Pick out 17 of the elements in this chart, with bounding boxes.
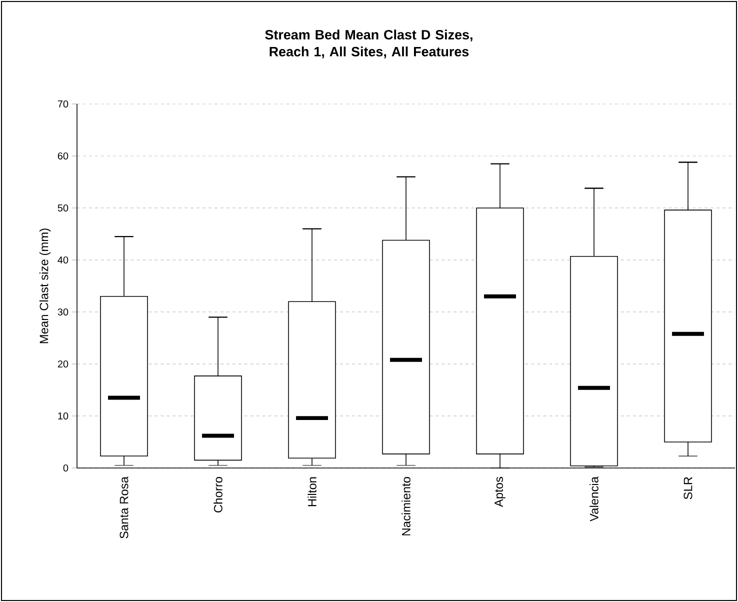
x-tick-label: Valencia: [590, 476, 598, 522]
y-tick-label: 0: [63, 464, 68, 472]
y-tick-label: 40: [58, 256, 68, 264]
y-tick-label: 50: [58, 204, 68, 212]
x-tick-label: SLR: [684, 477, 692, 500]
y-tick-label: 10: [58, 412, 68, 420]
y-tick-label: 70: [58, 100, 68, 108]
x-tick-label: Santa Rosa: [120, 476, 128, 538]
y-tick-label: 30: [58, 308, 68, 316]
y-tick-label: 60: [58, 152, 68, 160]
x-tick-label: Nacimiento: [402, 477, 410, 536]
y-tick-label: 20: [58, 360, 68, 368]
x-tick-label: Aptos: [494, 476, 506, 508]
x-tick-label: Hilton: [308, 477, 316, 506]
chart-title: Stream Bed Mean Clast D Sizes, Reach 1, All Sites, All Features: [265, 30, 472, 58]
y-axis-title: Mean Clast size (mm): [39, 228, 51, 344]
x-tick-label: Chorro: [214, 477, 222, 512]
